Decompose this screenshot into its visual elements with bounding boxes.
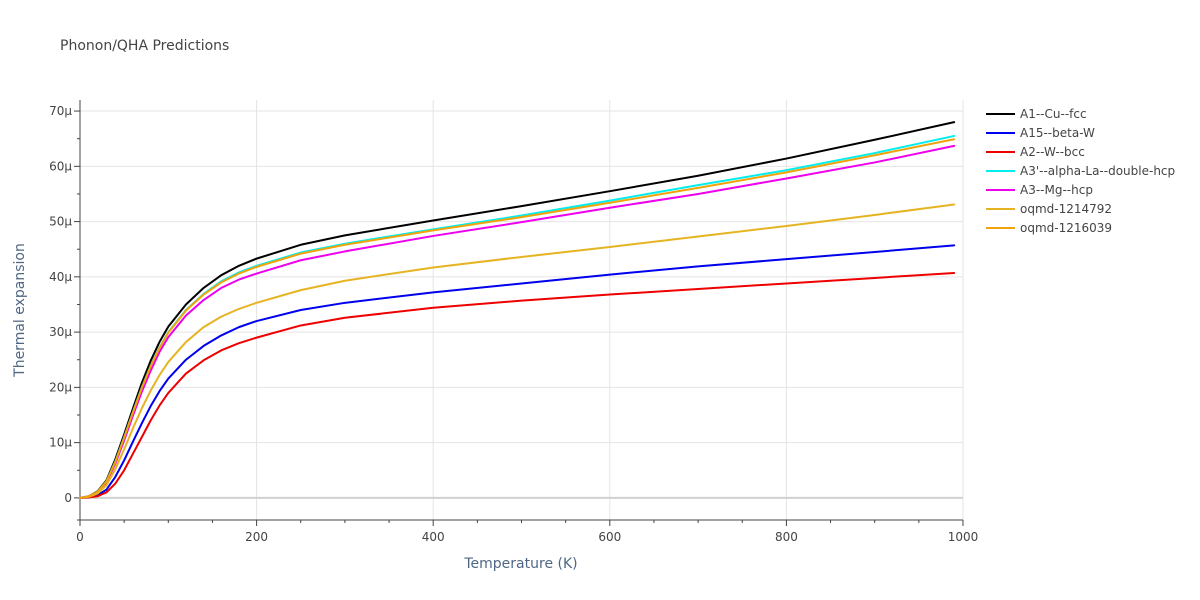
series-line [79,203,956,499]
y-tick-label: 0 [64,491,72,505]
x-tick-label: 400 [422,530,445,544]
x-tick-label: 0 [76,530,84,544]
legend-label: A3--Mg--hcp [1020,183,1093,197]
legend: A1--Cu--fcc A15--beta-W A2--W--bcc A3'--alp… [986,107,1175,235]
y-tick-label: 40μ [49,270,72,284]
series-line [79,134,956,499]
series-line [79,271,956,499]
x-axis-title: Temperature (K) [463,556,577,572]
legend-label: A1--Cu--fcc [1020,107,1087,121]
y-axis-title: Thermal expansion [12,243,28,378]
legend-label: oqmd-1214792 [1020,202,1112,216]
series-group [79,121,956,499]
y-tick-label: 20μ [49,380,72,394]
legend-item[interactable]: oqmd-1216039 [986,221,1112,235]
legend-item[interactable]: A3'--alpha-La--double-hcp [986,164,1175,178]
y-tick-label: 30μ [49,325,72,339]
legend-item[interactable]: A1--Cu--fcc [986,107,1087,121]
grid [80,100,964,520]
legend-label: A15--beta-W [1020,126,1095,140]
legend-item[interactable]: oqmd-1214792 [986,202,1112,216]
axes [74,100,964,526]
x-tick-label: 200 [245,530,268,544]
legend-item[interactable]: A2--W--bcc [986,145,1085,159]
legend-label: A3'--alpha-La--double-hcp [1020,164,1175,178]
legend-label: oqmd-1216039 [1020,221,1112,235]
legend-item[interactable]: A3--Mg--hcp [986,183,1093,197]
x-tick-label: 800 [775,530,798,544]
series-line [79,121,956,499]
x-tick-label: 1000 [948,530,979,544]
y-tick-label: 10μ [49,436,72,450]
legend-label: A2--W--bcc [1020,145,1085,159]
x-tick-label: 600 [598,530,621,544]
legend-item[interactable]: A15--beta-W [986,126,1095,140]
chart-title: Phonon/QHA Predictions [60,38,229,54]
y-tick-label: 50μ [49,215,72,229]
series-line [79,244,956,499]
y-tick-label: 60μ [49,159,72,173]
series-line [79,138,956,499]
tick-labels: 0 200 400 600 800 1000 0 10μ 20μ 30μ 40μ 50μ 60μ 70μ [49,104,978,544]
y-tick-label: 70μ [49,104,72,118]
